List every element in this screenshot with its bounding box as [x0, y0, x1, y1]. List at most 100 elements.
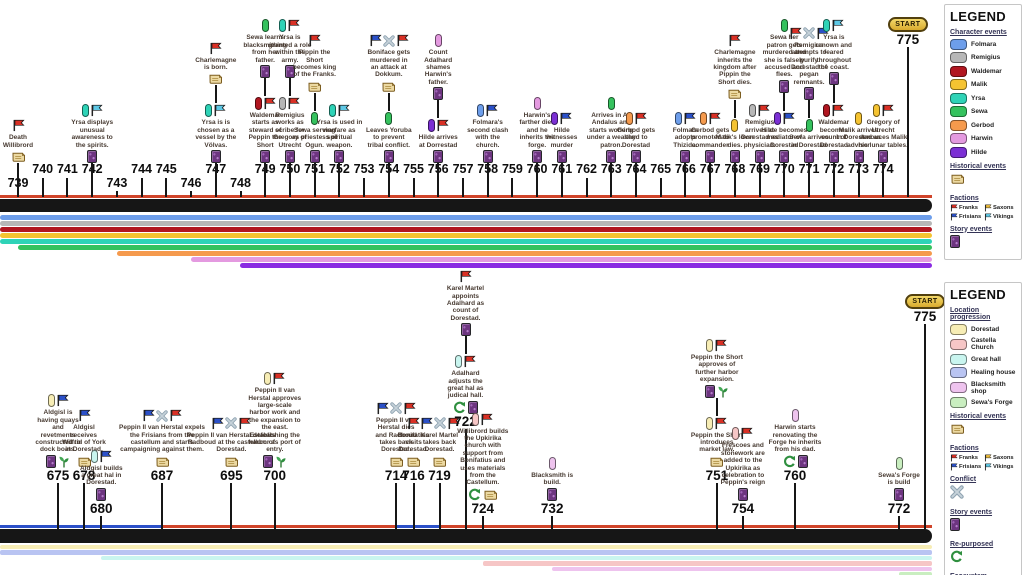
- event: Hilde witnesses murder: [539, 111, 585, 163]
- axis-year-label: 755: [403, 162, 424, 176]
- event-stem: [610, 163, 613, 197]
- event-text: Folmara's second clash with the church.: [467, 119, 509, 149]
- event-stem: [857, 163, 860, 197]
- faction-flag-icon: [403, 402, 416, 415]
- character-pill-icon: [895, 457, 903, 471]
- event-markers: [284, 64, 295, 78]
- faction-flag-icon: [683, 112, 696, 125]
- legend-item-label: Malik: [971, 81, 988, 88]
- legend-faction-label: Saxons: [993, 455, 1014, 461]
- axis-year-label: 743: [106, 176, 128, 190]
- event-icons: [209, 41, 222, 56]
- character-pill-icon: [434, 34, 442, 48]
- faction-flag-icon: [714, 417, 727, 430]
- event-text: Malik's lover dies.: [715, 134, 755, 149]
- color-swatch: [950, 338, 967, 350]
- legend-section-title: Conflict: [950, 476, 977, 483]
- faction-flag-icon: [984, 213, 992, 221]
- control-segment-franks: [162, 525, 397, 528]
- character-band-malik: [0, 233, 932, 238]
- event-text: Death Willibrord: [2, 134, 34, 149]
- story-event-icon: [804, 87, 814, 101]
- event-icons: [548, 456, 556, 471]
- event-stem: [715, 483, 718, 529]
- year-label: 678: [72, 467, 96, 483]
- legend-section-title: Story events: [950, 509, 993, 516]
- axis-year-label: 759: [501, 162, 523, 176]
- story-event-icon: [705, 150, 716, 163]
- event-icons: [279, 96, 300, 111]
- event-icons: [791, 408, 799, 423]
- event-icons: [459, 269, 472, 284]
- character-pill-icon: [548, 457, 556, 471]
- story-event-icon: [878, 150, 889, 163]
- event-stem: [437, 100, 440, 119]
- event-text: Count Adalhard shames Harwin's father.: [424, 49, 453, 86]
- faction-flag-icon: [436, 119, 449, 132]
- event-icons: [551, 111, 572, 126]
- story-event-icon: [737, 487, 748, 501]
- repurposed-icon: [468, 488, 481, 501]
- repurposed-icon: [783, 455, 796, 468]
- legend-faction: Franks: [950, 454, 982, 462]
- event: Peppin the Short introduces market law.: [690, 416, 744, 468]
- event: Yrsa is renown and feared throughout the…: [811, 18, 857, 86]
- story-event-icon: [96, 487, 107, 501]
- character-pill-icon: [385, 111, 393, 125]
- event-column-732: Blacksmith is build. 732: [527, 456, 577, 529]
- event: Bonifatius visits Dorestad.: [394, 416, 434, 468]
- faction-flag-icon: [272, 372, 285, 385]
- event-text: Gerbod gets promoted to commander: [691, 126, 730, 149]
- faction-flag-icon: [480, 413, 493, 426]
- faction-flag-icon: [169, 409, 182, 422]
- event-markers: [433, 150, 444, 163]
- event-icons: [731, 118, 739, 133]
- year-label: 675: [46, 467, 70, 483]
- legend-item-label: Remigius: [971, 54, 1001, 61]
- legend-section: Location progression Dorestad Castella Chu…: [950, 307, 1016, 408]
- event-markers: [878, 150, 889, 163]
- faction-flag-icon: [950, 463, 958, 471]
- character-pill-icon: [706, 338, 714, 352]
- repurposed-icon: [950, 550, 963, 563]
- event-icons: [47, 393, 69, 408]
- legend-section: Character events Folmara Remigius Waldemar M…: [950, 29, 1016, 158]
- faction-flag-icon: [407, 417, 420, 430]
- legend-faction-label: Frisians: [959, 213, 982, 220]
- event-column-754: Boniface gets murdered in an attack at D…: [366, 33, 412, 197]
- event-text: Arrives in Al-Andalus and starts working…: [586, 111, 636, 149]
- faction-flag-icon: [831, 104, 844, 117]
- ecosystem-icon: [717, 385, 729, 398]
- event-markers: [853, 150, 864, 163]
- event-markers: [704, 384, 729, 398]
- character-pill-icon: [47, 394, 55, 408]
- event: Yrsa is used in warfare as spiritual wea…: [316, 103, 362, 163]
- character-pill-icon: [477, 104, 485, 118]
- conflict-icon: [383, 34, 395, 47]
- event-column-695: Peppin II van Herstal defeats Radboud at…: [185, 416, 277, 529]
- event-stem: [264, 163, 267, 197]
- legend-faction-label: Saxons: [993, 204, 1014, 211]
- legend-item-label: Castella Church: [971, 337, 996, 351]
- faction-flag-icon: [984, 454, 992, 462]
- legend-section: Conflict: [950, 476, 1016, 504]
- event-text: Waldemar becomes count of Dorestad: [818, 119, 850, 149]
- faction-flag-icon: [950, 213, 958, 221]
- event: Malik's lover dies.: [712, 118, 758, 163]
- control-segment-frisians: [396, 525, 440, 528]
- color-swatch: [950, 353, 967, 365]
- color-swatch: [950, 323, 967, 335]
- event-column-766: Folmara adopts Thizida.: [662, 111, 708, 197]
- legend-bottom: LEGEND Location progression Dorestad Caste…: [944, 282, 1022, 575]
- repurposed-icon: [453, 401, 466, 414]
- historical-event-icon: [432, 455, 447, 468]
- story-event-icon: [950, 518, 960, 531]
- event: Waldemar starts as steward of Peppin the…: [242, 96, 288, 163]
- faction-flag-icon: [950, 454, 958, 462]
- event-stem: [733, 100, 736, 119]
- event-stem: [313, 92, 316, 111]
- event-text: Hilde becomes mediator of Dorestad: [761, 126, 808, 149]
- story-event-icon: [547, 487, 558, 501]
- event-text: Remigius attempts to purify Dorestad of …: [790, 41, 828, 86]
